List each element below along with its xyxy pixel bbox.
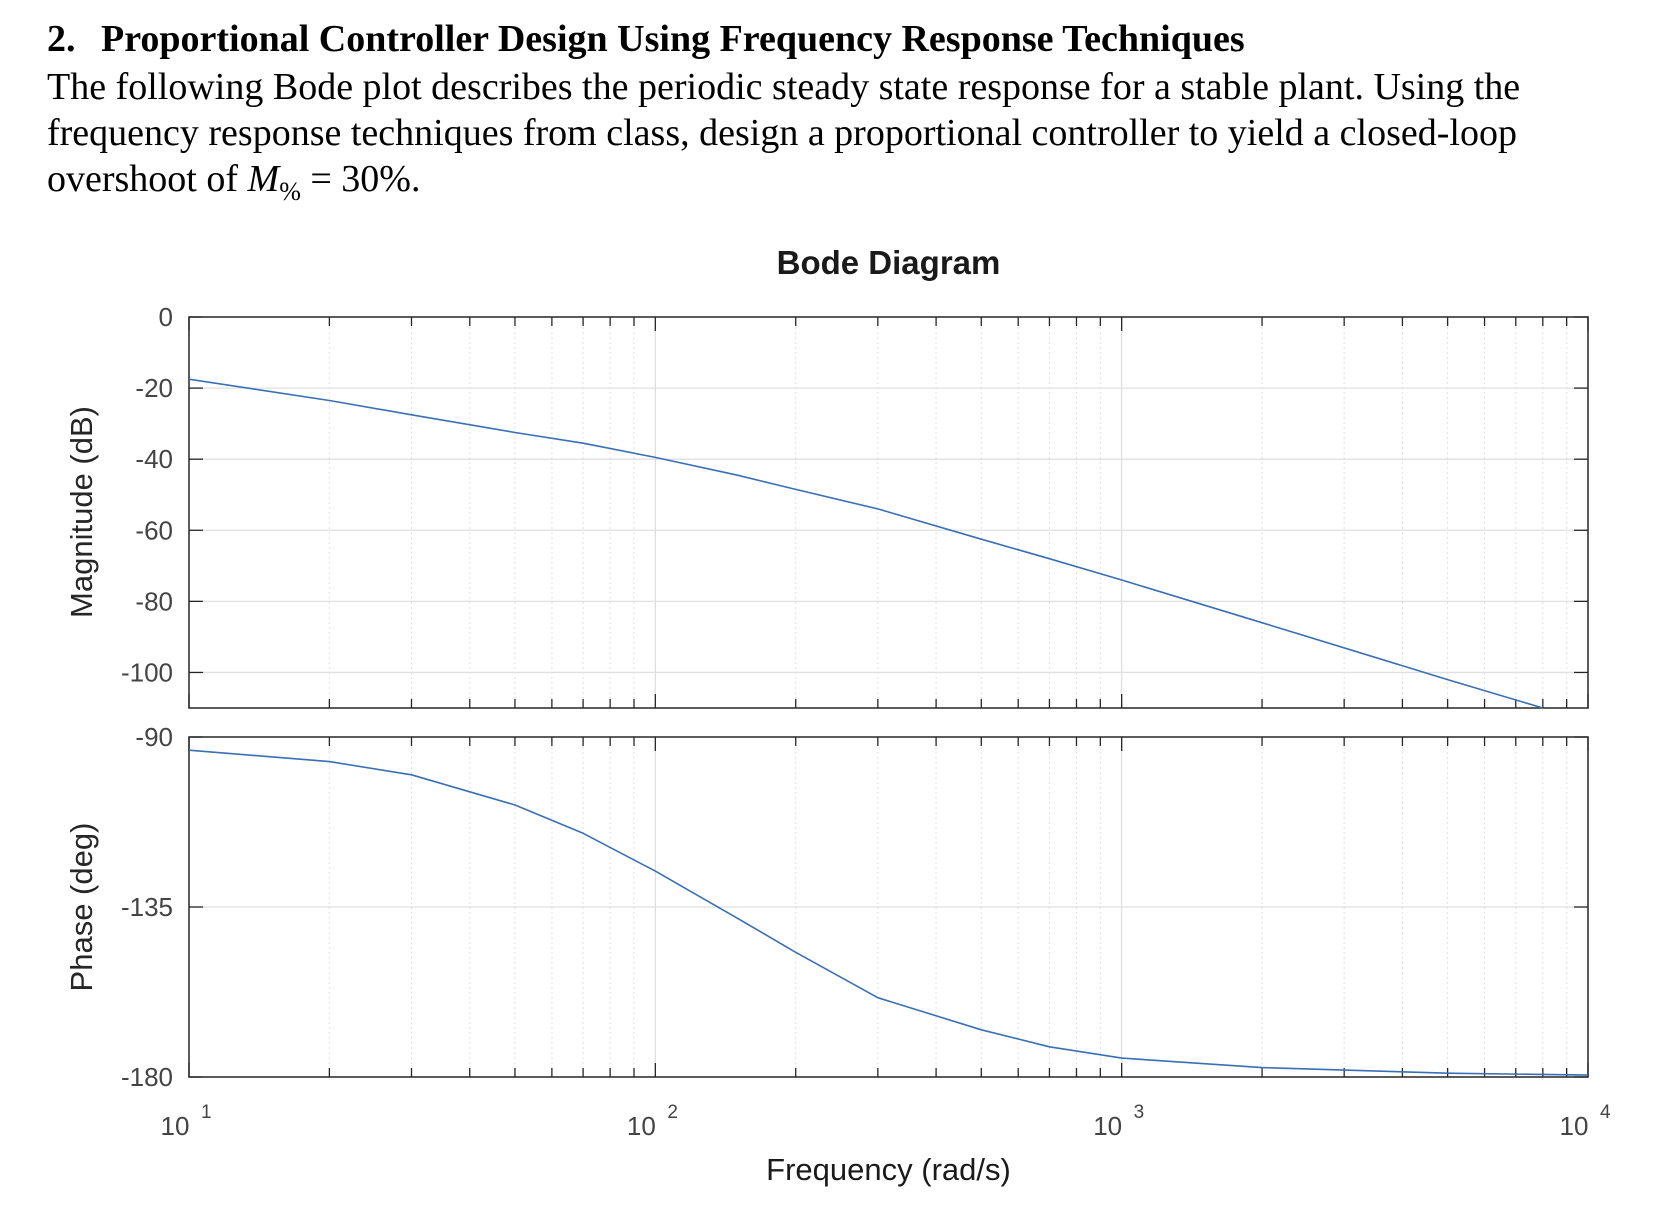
phase-y-axis-label: Phase (deg): [64, 823, 99, 992]
problem-text-line-2: frequency response techniques from class…: [47, 112, 1517, 154]
magnitude-y-tick-label: -20: [135, 373, 173, 403]
bode-diagram: Bode Diagram 0 -20 -40 -60 -80 -100 Magnitude (…: [64, 244, 1611, 1187]
phase-axes-box: [188, 736, 1589, 1078]
x-tick-exponent: 1: [201, 1102, 212, 1123]
x-tick-exponent: 3: [1134, 1102, 1145, 1123]
x-tick-label: 10: [1093, 1111, 1122, 1141]
chart-title: Bode Diagram: [777, 244, 1001, 281]
phase-y-tick-label: -90: [135, 722, 173, 752]
problem-text-line-1: The following Bode plot describes the pe…: [47, 66, 1521, 108]
phase-y-tick-label: -135: [121, 892, 173, 922]
problem-number: 2.: [47, 18, 76, 60]
magnitude-y-tick-label: 0: [159, 302, 173, 332]
problem-statement: 2. Proportional Controller Design Using F…: [47, 14, 1627, 215]
phase-panel: -90 -135 -180 Phase (deg): [64, 722, 1589, 1092]
magnitude-series-line: [188, 378, 1544, 709]
magnitude-y-tick-label: -100: [121, 657, 173, 687]
x-tick-exponent: 2: [667, 1102, 678, 1123]
problem-text-prefix: overshoot of: [47, 158, 248, 200]
magnitude-y-tick-label: -40: [135, 444, 173, 474]
magnitude-y-tick-label: -60: [135, 515, 173, 545]
magnitude-axes-box: [188, 316, 1589, 709]
magnitude-y-tick-label: -80: [135, 586, 173, 616]
magnitude-y-axis-label: Magnitude (dB): [64, 406, 99, 618]
overshoot-value: = 30%.: [300, 158, 421, 200]
phase-series-line: [188, 749, 1589, 1076]
phase-y-tick-label: -180: [121, 1062, 173, 1092]
problem-heading: 2. Proportional Controller Design Using F…: [47, 14, 1627, 64]
magnitude-panel: 0 -20 -40 -60 -80 -100 Magnitude (dB): [64, 302, 1589, 709]
overshoot-variable: M: [247, 158, 280, 200]
x-tick-exponent: 4: [1600, 1102, 1611, 1123]
x-tick-label: 10: [627, 1111, 656, 1141]
x-tick-label: 10: [161, 1111, 190, 1141]
overshoot-subscript: %: [279, 177, 301, 206]
problem-text-line-3: overshoot of M% = 30%.: [47, 156, 1627, 215]
x-tick-label: 10: [1560, 1111, 1589, 1141]
problem-heading-text: Proportional Controller Design Using Fre…: [101, 18, 1245, 60]
x-axis-label: Frequency (rad/s): [766, 1152, 1011, 1187]
